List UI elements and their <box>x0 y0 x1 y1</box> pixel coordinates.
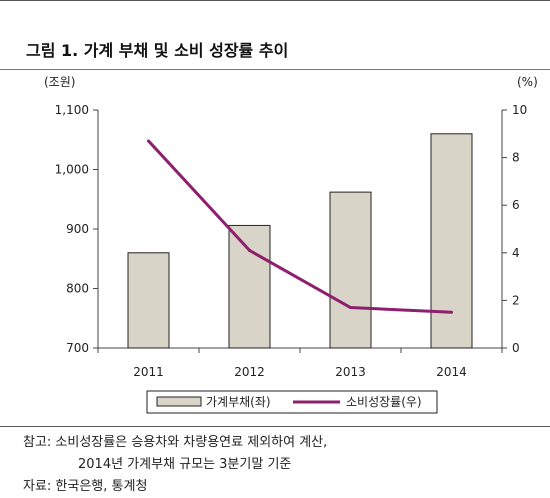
left-tick-label: 900 <box>66 222 89 236</box>
combo-chart: 700 800 900 1,000 1,100 0 2 4 6 8 10 (조원) (%) 2011 201… <box>44 75 538 414</box>
legend-bar-label: 가계부채(좌) <box>206 395 271 409</box>
bar-2011 <box>127 252 170 349</box>
legend-bar-swatch <box>156 396 202 407</box>
line-point-2013 <box>349 306 352 310</box>
right-tick-label: 6 <box>512 198 520 212</box>
right-tick-label: 4 <box>512 246 520 260</box>
left-tick-label: 800 <box>66 282 89 296</box>
right-tick-label: 10 <box>512 103 527 117</box>
line-point-2012 <box>248 248 251 252</box>
right-tick-label: 0 <box>512 341 520 355</box>
bar-2014 <box>430 133 473 349</box>
x-tick-label: 2011 <box>133 365 164 379</box>
source-note: 자료: 한국은행, 통계청 <box>23 479 148 494</box>
x-tick-label: 2013 <box>335 365 366 379</box>
right-axis-unit: (%) <box>517 75 538 89</box>
note-line-2: 2014년 가계부채 규모는 3분기말 기준 <box>78 457 292 472</box>
legend-box <box>146 390 438 414</box>
left-tick-label: 1,000 <box>55 163 89 177</box>
bar-2012 <box>228 224 271 349</box>
left-tick-label: 1,100 <box>55 103 89 117</box>
line-point-2011 <box>147 139 150 143</box>
right-tick-label: 2 <box>512 293 520 307</box>
note-line-1: 참고: 소비성장률은 승용차와 차량용연료 제외하여 계산, <box>23 435 328 450</box>
line-point-2014 <box>450 310 453 314</box>
notes-section: 참고: 소비성장률은 승용차와 차량용연료 제외하여 계산, 2014년 가계부… <box>0 426 550 498</box>
left-axis-unit: (조원) <box>44 75 75 89</box>
bar-2013 <box>329 191 372 349</box>
legend-line-label: 소비성장률(우) <box>346 395 422 409</box>
x-tick-label: 2012 <box>234 365 265 379</box>
chart-title: 그림 1. 가계 부채 및 소비 성장률 추이 <box>26 41 289 60</box>
x-tick-label: 2014 <box>436 365 467 379</box>
right-tick-label: 8 <box>512 151 520 165</box>
left-tick-label: 700 <box>66 341 89 355</box>
consumption-growth-line <box>147 139 452 314</box>
title-bar: 그림 1. 가계 부채 및 소비 성장률 추이 <box>0 0 550 70</box>
